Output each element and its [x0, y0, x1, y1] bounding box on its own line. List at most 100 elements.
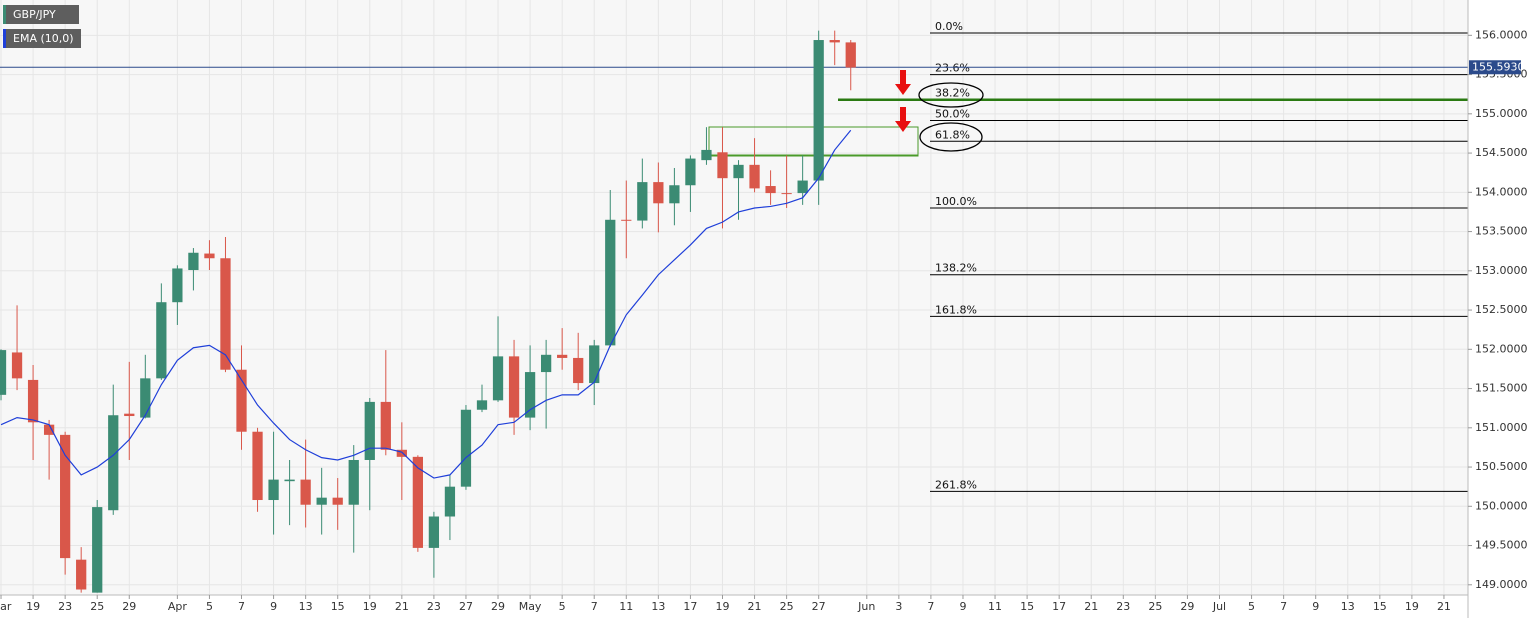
- x-tick-label: 21: [748, 600, 762, 613]
- y-tick-label: 155.0000: [1475, 107, 1528, 120]
- candle-body: [60, 434, 71, 559]
- marks: [0, 30, 1468, 593]
- fib-levels: 0.0% 23.6% 38.2% 50.0% 61.8% 100.0% 138.2% 161.…: [838, 20, 1468, 492]
- zone-box: [708, 126, 919, 157]
- candle-body: [733, 164, 744, 179]
- candle-body: [188, 252, 199, 271]
- x-tick-label: 19: [715, 600, 729, 613]
- x-tick-label: 15: [1020, 600, 1034, 613]
- x-tick-label: 5: [1248, 600, 1255, 613]
- fib-label: 61.8%: [935, 128, 970, 141]
- candle-body: [589, 345, 600, 384]
- candle-body: [204, 253, 215, 259]
- y-tick-label: 153.0000: [1475, 264, 1528, 277]
- legend-box: [3, 5, 79, 24]
- axes: 149.0000 149.5000 150.0000 150.5000 151.0000…: [0, 28, 1528, 613]
- y-tick-label: 153.5000: [1475, 225, 1528, 238]
- arrow: [895, 107, 911, 132]
- x-tick-label: 19: [363, 600, 377, 613]
- x-tick-label: 19: [1405, 600, 1419, 613]
- x-tick-label: 25: [780, 600, 794, 613]
- candle-body: [669, 185, 680, 204]
- fib-label: 38.2%: [935, 87, 970, 100]
- x-tick-label: 5: [559, 600, 566, 613]
- x-tick-label: 17: [1052, 600, 1066, 613]
- candle-body: [27, 379, 39, 423]
- candle-body: [637, 182, 648, 221]
- legend-label: GBP/JPY: [13, 8, 56, 21]
- candle-body: [701, 149, 712, 161]
- plot-background: [0, 0, 1468, 595]
- fib-label: 138.2%: [935, 262, 977, 275]
- x-tick-label: 7: [927, 600, 934, 613]
- x-tick-label: 25: [90, 600, 104, 613]
- arrow: [895, 70, 911, 95]
- candle-body: [476, 400, 488, 410]
- x-tick-label: 25: [1148, 600, 1162, 613]
- legend: GBP/JPY EMA (10,0): [3, 5, 81, 48]
- legend-swatch: [3, 29, 6, 48]
- last-price-label: 155.5930: [1472, 60, 1525, 73]
- x-tick-label: 21: [395, 600, 409, 613]
- candle-body: [11, 352, 23, 379]
- candle-body: [76, 559, 87, 590]
- candle-body: [236, 369, 247, 432]
- y-tick-label: 151.5000: [1475, 382, 1528, 395]
- last-price-box: [1469, 60, 1521, 75]
- candle-body: [685, 158, 696, 186]
- x-tick-label: May: [519, 600, 542, 613]
- candle-body: [765, 186, 776, 194]
- x-tick-label: 29: [491, 600, 505, 613]
- fib-label: 50.0%: [935, 107, 970, 120]
- fib-label: 100.0%: [935, 195, 977, 208]
- candle-body: [524, 372, 536, 418]
- candle-body: [508, 356, 520, 418]
- candle-body: [492, 356, 504, 401]
- x-tick-label: 15: [331, 600, 345, 613]
- x-tick-label: 29: [1180, 600, 1194, 613]
- candle-body: [124, 413, 135, 417]
- candle-body: [172, 268, 183, 303]
- y-tick-label: 154.0000: [1475, 185, 1528, 198]
- candle-body: [653, 182, 664, 204]
- y-tick-label: 149.0000: [1475, 578, 1528, 591]
- candle-body: [540, 354, 552, 373]
- candle-body: [781, 193, 792, 195]
- ema-line: [0, 129, 852, 479]
- candle-body: [268, 479, 279, 501]
- x-tick-label: 5: [206, 600, 213, 613]
- candle-body: [557, 354, 568, 358]
- y-tick-label: 151.0000: [1475, 421, 1528, 434]
- x-tick-label: 23: [1116, 600, 1130, 613]
- y-tick-label: 150.0000: [1475, 499, 1528, 512]
- candle-body: [444, 486, 456, 517]
- x-tick-label: 15: [1373, 600, 1387, 613]
- candle-body: [348, 459, 359, 505]
- x-tick-label: 23: [58, 600, 72, 613]
- x-tick-label: Jul: [1212, 600, 1226, 613]
- candle-body: [621, 219, 632, 221]
- x-tick-label: 13: [651, 600, 665, 613]
- fib-label: 261.8%: [935, 478, 977, 491]
- candle-body: [428, 516, 440, 548]
- candle-body: [43, 424, 55, 435]
- candle-body: [300, 479, 311, 505]
- legend-box: [3, 29, 81, 48]
- candle-body: [284, 479, 295, 482]
- y-tick-label: 152.5000: [1475, 303, 1528, 316]
- candle-body: [0, 350, 7, 395]
- highlight-ellipse: [918, 82, 984, 108]
- candle-body: [396, 449, 407, 457]
- x-tick-label: 3: [895, 600, 902, 613]
- candle-body: [845, 42, 856, 68]
- candle-body: [573, 357, 584, 384]
- candle-body: [92, 507, 103, 593]
- x-tick-label: 21: [1437, 600, 1451, 613]
- candle-body: [412, 456, 423, 548]
- candle-body: [316, 497, 327, 505]
- x-tick-label: 7: [238, 600, 245, 613]
- candle-body: [797, 180, 808, 194]
- candle-body: [252, 431, 263, 501]
